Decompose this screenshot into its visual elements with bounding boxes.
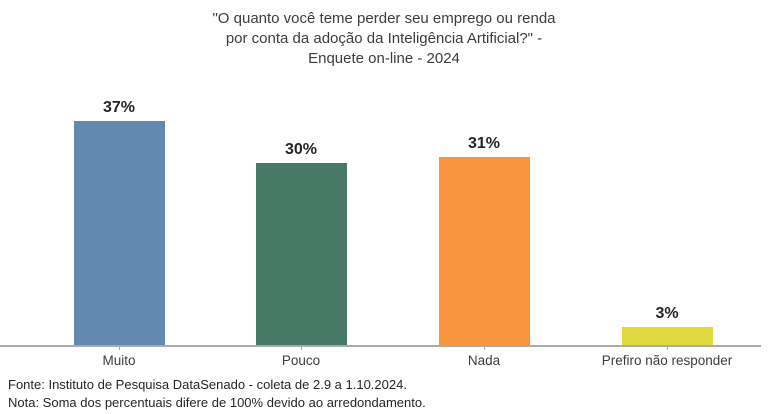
bar-column: 37% <box>73 99 165 345</box>
axis-tick <box>119 347 120 350</box>
bar-value-label: 31% <box>467 135 501 152</box>
bar-value-label: 3% <box>655 305 679 322</box>
bar <box>438 157 530 345</box>
chart-title: "O quanto você teme perder seu emprego o… <box>0 9 768 68</box>
chart-title-line-3: Enquete on-line - 2024 <box>308 49 460 67</box>
rounding-note: Nota: Soma dos percentuais difere de 100… <box>8 394 426 410</box>
category-label: Muito <box>102 353 136 368</box>
axis-tick <box>667 347 668 350</box>
category-label: Prefiro não responder <box>601 353 733 368</box>
bar-column: 31% <box>438 135 530 345</box>
x-axis-line <box>0 345 761 347</box>
category-label: Nada <box>467 353 501 368</box>
bar-column: 30% <box>255 141 347 345</box>
axis-tick <box>484 347 485 350</box>
bar-value-label: 37% <box>102 99 136 116</box>
bar-value-label: 30% <box>284 141 318 158</box>
source-note: Fonte: Instituto de Pesquisa DataSenado … <box>8 377 407 392</box>
bar <box>73 121 165 345</box>
chart-title-line-2: por conta da adoção da Inteligência Arti… <box>225 29 543 47</box>
chart-title-line-1: "O quanto você teme perder seu emprego o… <box>212 10 556 27</box>
bar <box>621 327 713 345</box>
bar <box>255 163 347 345</box>
bar-column: 3% <box>621 305 713 345</box>
axis-tick <box>301 347 302 350</box>
chart-footer: Fonte: Instituto de Pesquisa DataSenado … <box>8 376 426 411</box>
category-label: Pouco <box>281 353 321 368</box>
